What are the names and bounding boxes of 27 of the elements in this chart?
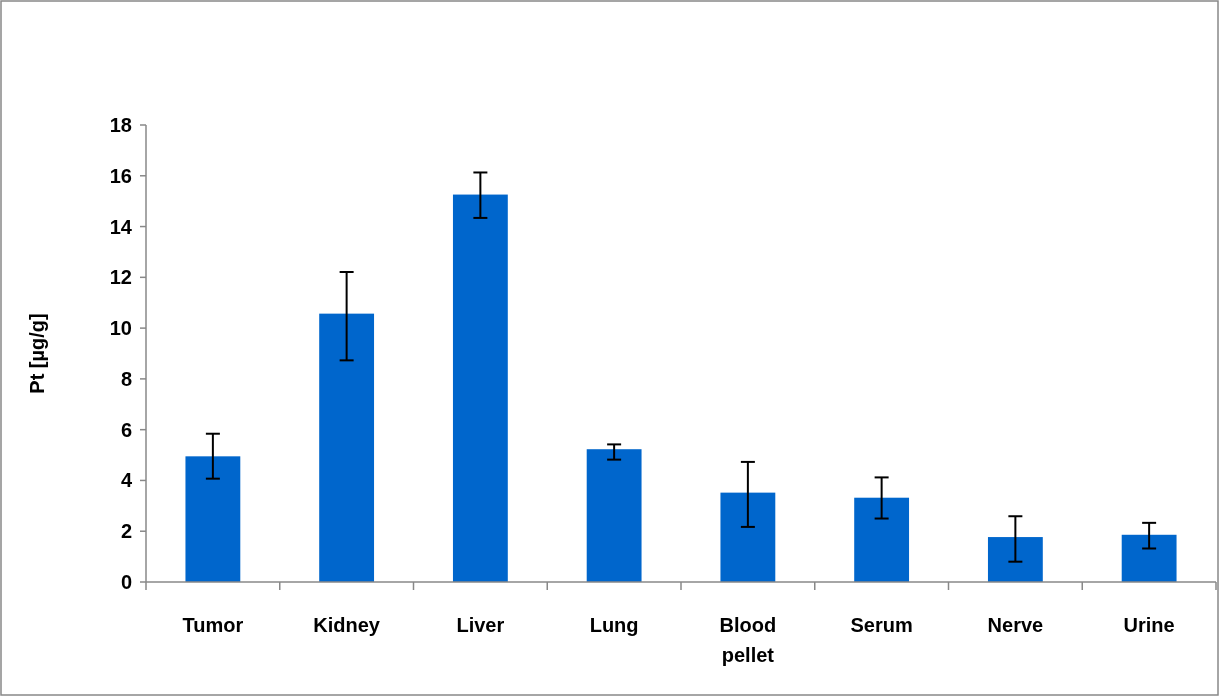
y-tick-label: 14 [109,215,133,238]
bar [1121,534,1177,582]
y-tick-label: 10 [109,317,132,340]
y-tick-label: 2 [120,520,132,543]
y-tick-label: 18 [109,114,132,136]
x-tick-label: Kidney [313,614,381,636]
x-tick-label: Liver [456,614,505,636]
bar [586,449,642,582]
y-tick-label: 4 [120,469,133,492]
x-tick-label: Tumor [182,614,244,636]
y-tick-label: 12 [109,266,132,289]
bar [185,456,241,582]
bar [987,537,1043,582]
y-tick-label: 0 [120,571,132,593]
bar [854,497,910,582]
x-tick-label: Serum [850,614,913,636]
bar [720,492,776,582]
x-tick-label: Urine [1123,614,1175,636]
y-axis-title: Pt [µg/g] [26,313,48,394]
y-tick-label: 8 [120,367,132,390]
x-tick-label: Nerve [987,614,1044,636]
y-tick-label: 6 [120,418,132,441]
bar [452,194,508,582]
x-tick-label: Blood pellet [719,614,777,666]
y-tick-label: 16 [109,164,132,187]
x-tick-label: Lung [589,614,639,636]
bar [319,313,375,582]
